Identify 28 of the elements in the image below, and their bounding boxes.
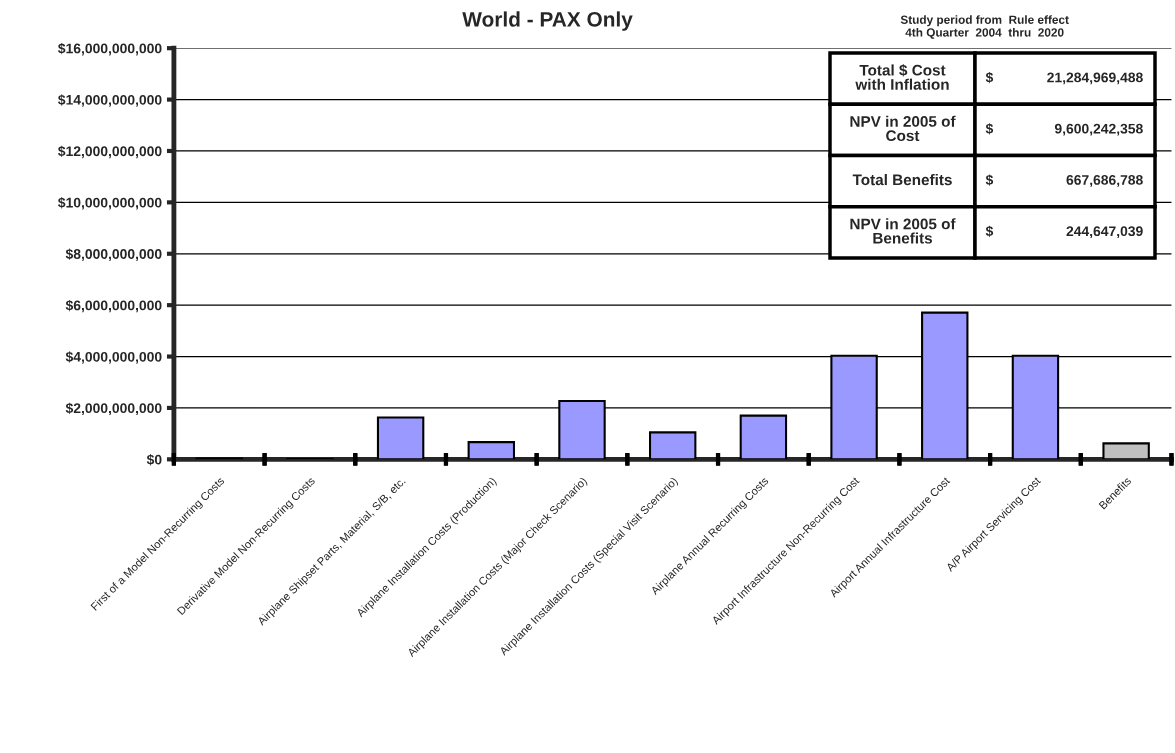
annotation: Total Benefits <box>852 174 952 186</box>
bar <box>1102 442 1150 460</box>
y-tick-label: $6,000,000,000 <box>65 299 162 313</box>
annotation: 244,647,039 <box>1066 226 1143 239</box>
annotation: $ <box>985 71 994 84</box>
chart-title: World - PAX Only <box>462 11 633 31</box>
y-tick-label: $8,000,000,000 <box>65 248 162 261</box>
annotation: NPV in 2005 of Cost <box>850 115 956 142</box>
bar <box>467 441 516 460</box>
y-tick-label: $14,000,000,000 <box>58 94 162 107</box>
y-tick-label: $12,000,000,000 <box>58 145 162 159</box>
y-tick-label: $16,000,000,000 <box>58 42 162 56</box>
bar <box>739 414 788 460</box>
annotation: NPV in 2005 of Benefits <box>850 218 956 244</box>
bar <box>648 431 697 460</box>
y-tick-label: $2,000,000,000 <box>65 402 162 416</box>
annotation: $ <box>985 123 994 135</box>
y-tick-label: $0 <box>146 454 162 466</box>
text: Study period from Rule effect 4th Quarter 2004 thru 2020 <box>900 15 1069 39</box>
bar <box>376 416 425 460</box>
annotation: Total $ Cost with Inflation <box>855 64 949 90</box>
annotation: 21,284,969,488 <box>1047 72 1143 85</box>
y-tick-label: $10,000,000,000 <box>58 197 162 210</box>
annotation: 667,686,788 <box>1066 175 1143 187</box>
y-tick-label: $4,000,000,000 <box>65 351 162 364</box>
annotation: $ <box>985 225 994 237</box>
annotation: $ <box>985 174 994 186</box>
annotation: 9,600,242,358 <box>1054 123 1143 136</box>
